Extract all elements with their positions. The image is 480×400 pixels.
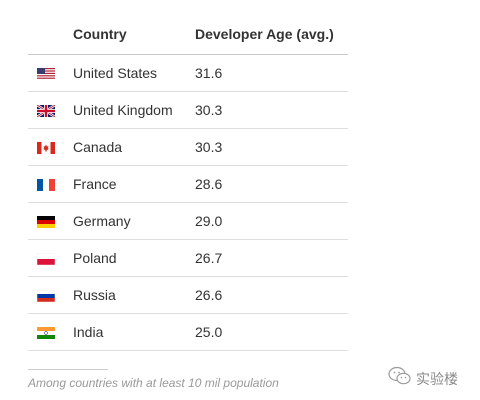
country-name: France	[73, 176, 117, 192]
table-row: Germany 29.0	[28, 203, 348, 240]
india-flag-icon	[37, 327, 55, 339]
footnote: Among countries with at least 10 mil pop…	[28, 376, 279, 390]
age-value: 26.7	[195, 250, 223, 266]
table-header: Country Developer Age (avg.)	[28, 18, 348, 55]
country-name: United States	[73, 65, 158, 81]
table-row: Russia 26.6	[28, 277, 348, 314]
table-row: United Kingdom 30.3	[28, 92, 348, 129]
table-row: Poland 26.7	[28, 240, 348, 277]
age-value: 25.0	[195, 324, 223, 340]
table-row: India 25.0	[28, 314, 348, 351]
wechat-icon	[388, 366, 412, 391]
table-row: Canada 30.3	[28, 129, 348, 166]
country-name: United Kingdom	[73, 102, 173, 118]
age-value: 31.6	[195, 65, 223, 81]
table-row: France 28.6	[28, 166, 348, 203]
table-row: United States 31.6	[28, 55, 348, 92]
canada-flag-icon	[37, 142, 55, 154]
watermark-text: 实验楼	[416, 370, 458, 387]
russia-flag-icon	[37, 290, 55, 302]
france-flag-icon	[37, 179, 55, 191]
country-name: India	[73, 324, 104, 340]
uk-flag-icon	[37, 105, 55, 117]
footnote-divider	[28, 369, 108, 370]
column-header-age: Developer Age (avg.)	[195, 26, 334, 42]
column-header-country: Country	[73, 26, 127, 42]
watermark: 实验楼	[388, 366, 458, 391]
age-value: 30.3	[195, 102, 223, 118]
country-name: Russia	[73, 287, 116, 303]
country-age-table: Country Developer Age (avg.) United Stat…	[28, 18, 348, 351]
country-name: Germany	[73, 213, 131, 229]
country-name: Canada	[73, 139, 123, 155]
us-flag-icon	[37, 68, 55, 80]
age-value: 28.6	[195, 176, 223, 192]
country-name: Poland	[73, 250, 117, 266]
age-value: 26.6	[195, 287, 223, 303]
germany-flag-icon	[37, 216, 55, 228]
poland-flag-icon	[37, 253, 55, 265]
age-value: 29.0	[195, 213, 223, 229]
age-value: 30.3	[195, 139, 223, 155]
